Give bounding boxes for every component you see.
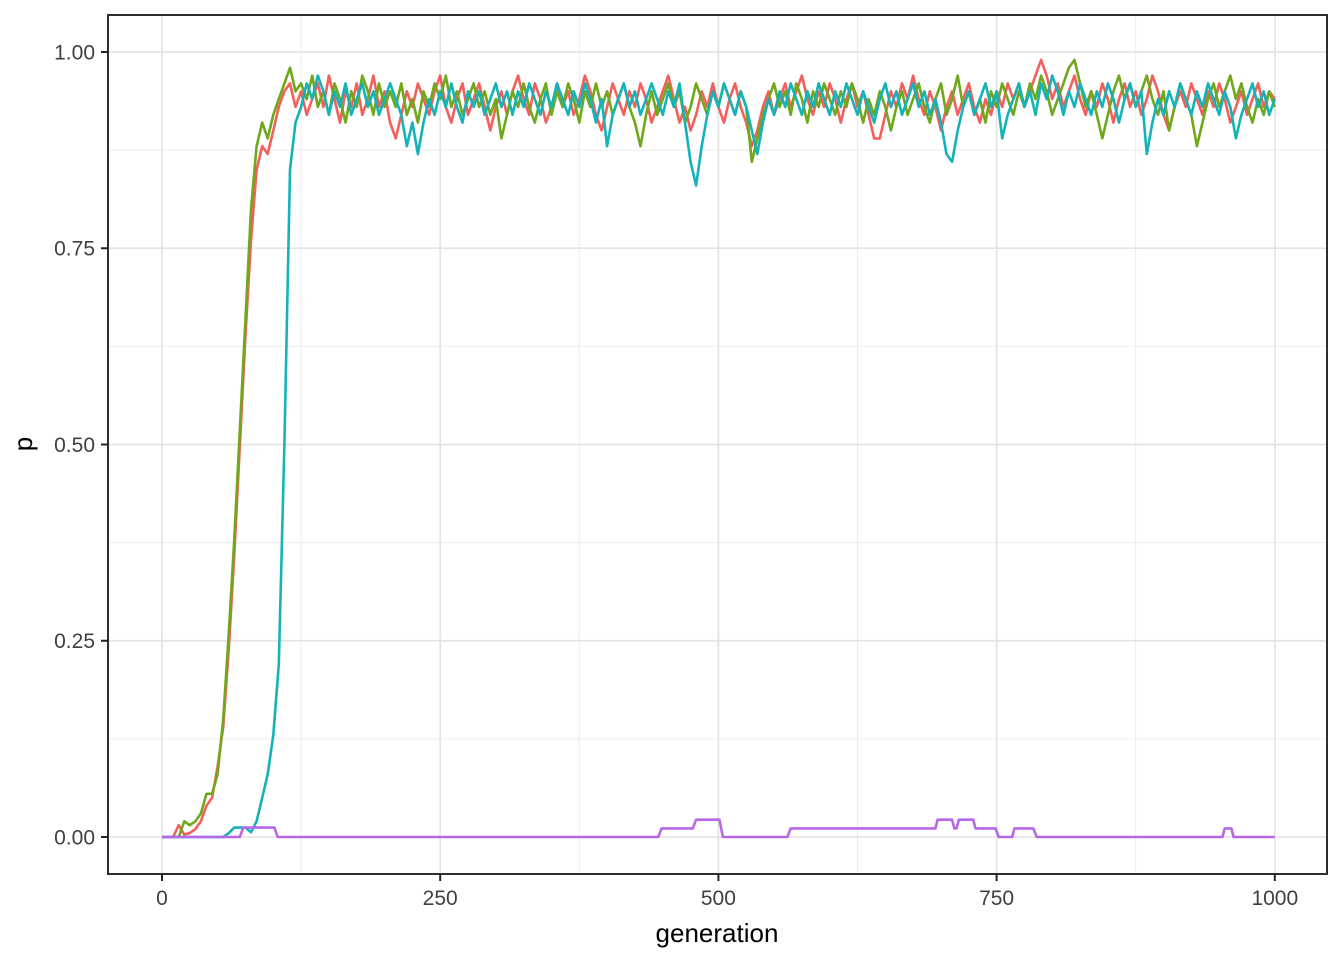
x-tick-label: 500 xyxy=(701,887,736,910)
series-lines xyxy=(162,58,1277,839)
y-axis-title: p xyxy=(8,437,38,451)
series-line-replicate-4 xyxy=(162,818,1275,839)
x-tick-label: 1000 xyxy=(1251,887,1298,910)
x-tick-label: 0 xyxy=(156,887,168,910)
y-tick-label: 0.00 xyxy=(54,826,95,849)
axis-tick-marks xyxy=(101,51,1276,881)
y-tick-label: 0.50 xyxy=(54,434,95,457)
series-line-replicate-3 xyxy=(162,74,1277,839)
y-tick-label: 0.75 xyxy=(54,238,95,261)
y-tick-label: 1.00 xyxy=(54,41,95,64)
axis-tick-labels: 0 250 500 750 1000 0.00 0.25 0.50 0.75 1.00 xyxy=(54,41,1298,910)
x-tick-label: 250 xyxy=(423,887,458,910)
x-axis-title: generation xyxy=(656,918,779,948)
x-tick-label: 750 xyxy=(979,887,1014,910)
y-tick-label: 0.25 xyxy=(54,630,95,653)
